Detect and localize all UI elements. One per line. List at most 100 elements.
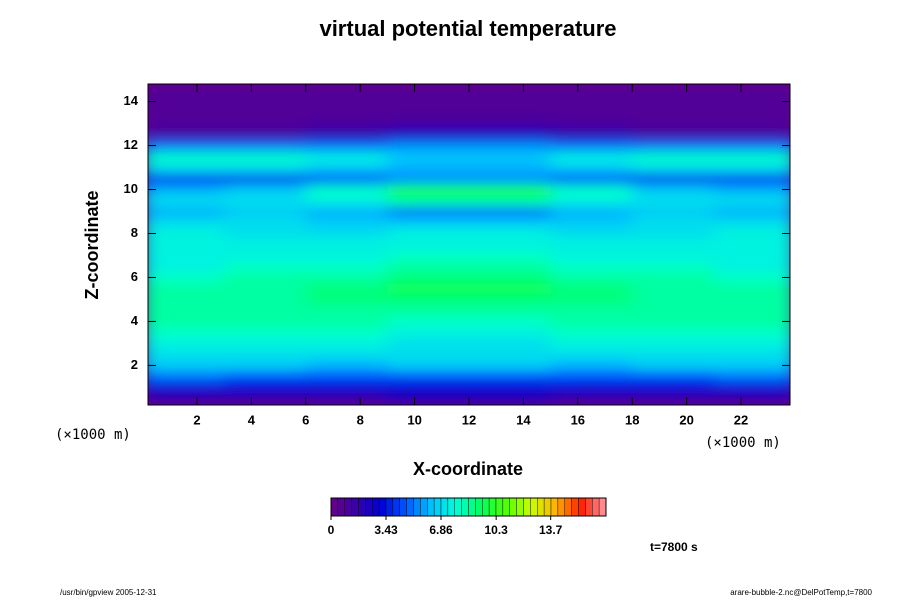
heatmap-cell: [550, 304, 633, 317]
heatmap-cell: [387, 96, 470, 108]
heatmap-cell: [148, 129, 225, 141]
heatmap-cell: [550, 392, 633, 405]
colorbar-step: [330, 497, 339, 517]
heatmap-cell: [387, 359, 470, 372]
colorbar-step: [406, 497, 414, 517]
heatmap-cell: [387, 392, 470, 405]
heatmap-cell: [387, 107, 470, 119]
heatmap-cell: [469, 359, 552, 372]
heatmap-cell: [632, 140, 715, 152]
heatmap-cell: [305, 293, 388, 306]
x-tick-label: 20: [679, 412, 693, 427]
heatmap-cell: [469, 293, 552, 306]
heatmap-cell: [713, 392, 790, 405]
colorbar-tick-label: 3.43: [374, 523, 398, 537]
heatmap-cell: [305, 217, 388, 229]
heatmap-cell: [387, 370, 470, 383]
y-tick-label: 14: [124, 93, 139, 108]
heatmap-cell: [469, 151, 552, 163]
heatmap-cell: [148, 162, 225, 174]
x-tick-label: 4: [248, 412, 256, 427]
heatmap-cell: [387, 282, 470, 295]
heatmap-cell: [713, 118, 790, 130]
heatmap-cell: [469, 118, 552, 130]
colorbar-step: [351, 497, 359, 517]
heatmap-cell: [632, 151, 715, 163]
heatmap-cell: [148, 184, 225, 196]
heatmap-cell: [469, 85, 552, 97]
heatmap-cell: [713, 140, 790, 152]
heatmap-cell: [469, 206, 552, 218]
heatmap-cell: [550, 107, 633, 119]
heatmap-cell: [387, 195, 470, 207]
colorbar-step: [461, 497, 469, 517]
heatmap-cell: [550, 271, 633, 284]
heatmap-cell: [305, 140, 388, 152]
footer-left: /usr/bin/gpview 2005-12-31: [60, 588, 157, 597]
heatmap-cell: [224, 282, 307, 295]
heatmap-cell: [387, 228, 470, 240]
heatmap-cell: [387, 271, 470, 284]
colorbar-tick-label: 10.3: [484, 523, 508, 537]
heatmap-cell: [305, 107, 388, 119]
heatmap-cell: [713, 304, 790, 317]
heatmap-cell: [550, 129, 633, 141]
heatmap-cell: [632, 304, 715, 317]
heatmap-cell: [305, 282, 388, 295]
heatmap-cell: [469, 162, 552, 174]
heatmap-cell: [148, 337, 225, 350]
heatmap-cell: [469, 184, 552, 196]
heatmap-cell: [550, 173, 633, 185]
colorbar-step: [447, 497, 455, 517]
heatmap-cell: [305, 184, 388, 196]
heatmap-cell: [469, 239, 552, 251]
heatmap-cell: [305, 151, 388, 163]
heatmap-cell: [224, 315, 307, 328]
heatmap-cell: [713, 282, 790, 295]
heatmap-cell: [387, 381, 470, 394]
heatmap-cell: [469, 217, 552, 229]
heatmap-cell: [224, 96, 307, 108]
heatmap-cell: [550, 96, 633, 108]
heatmap-cell: [469, 107, 552, 119]
colorbar-step: [433, 497, 442, 517]
heatmap-cell: [713, 337, 790, 350]
heatmap-cell: [387, 129, 470, 141]
heatmap-cell: [224, 359, 307, 372]
heatmap-cell: [148, 304, 225, 317]
heatmap-cell: [387, 118, 470, 130]
heatmap-cell: [632, 249, 715, 262]
heatmap-cell: [224, 304, 307, 317]
colorbar-step: [427, 497, 435, 517]
heatmap-cell: [305, 260, 388, 273]
colorbar-step: [585, 497, 593, 517]
heatmap-cell: [224, 260, 307, 273]
heatmap-cell: [148, 118, 225, 130]
heatmap-cell: [305, 85, 388, 97]
heatmap-cell: [632, 359, 715, 372]
heatmap-cell: [550, 381, 633, 394]
y-tick-label: 8: [131, 225, 138, 240]
heatmap-cell: [387, 293, 470, 306]
y-tick-label: 2: [131, 357, 138, 372]
footer-right: arare-bubble-2.nc@DelPotTemp,t=7800: [730, 588, 872, 597]
heatmap-cell: [713, 173, 790, 185]
heatmap-cell: [713, 271, 790, 284]
x-axis-label: X-coordinate: [413, 459, 523, 479]
heatmap-cell: [305, 326, 388, 339]
heatmap-cell: [305, 118, 388, 130]
heatmap-cell: [148, 85, 225, 97]
plot-area: [148, 84, 790, 405]
colorbar-step: [399, 497, 407, 517]
colorbar-step: [516, 497, 524, 517]
heatmap-cell: [469, 228, 552, 240]
x-tick-label: 8: [357, 412, 364, 427]
heatmap-cell: [305, 304, 388, 317]
heatmap-cell: [305, 315, 388, 328]
heatmap-cell: [550, 195, 633, 207]
heatmap-cell: [387, 304, 470, 317]
heatmap-cell: [387, 184, 470, 196]
heatmap-cell: [550, 206, 633, 218]
heatmap-cell: [713, 370, 790, 383]
